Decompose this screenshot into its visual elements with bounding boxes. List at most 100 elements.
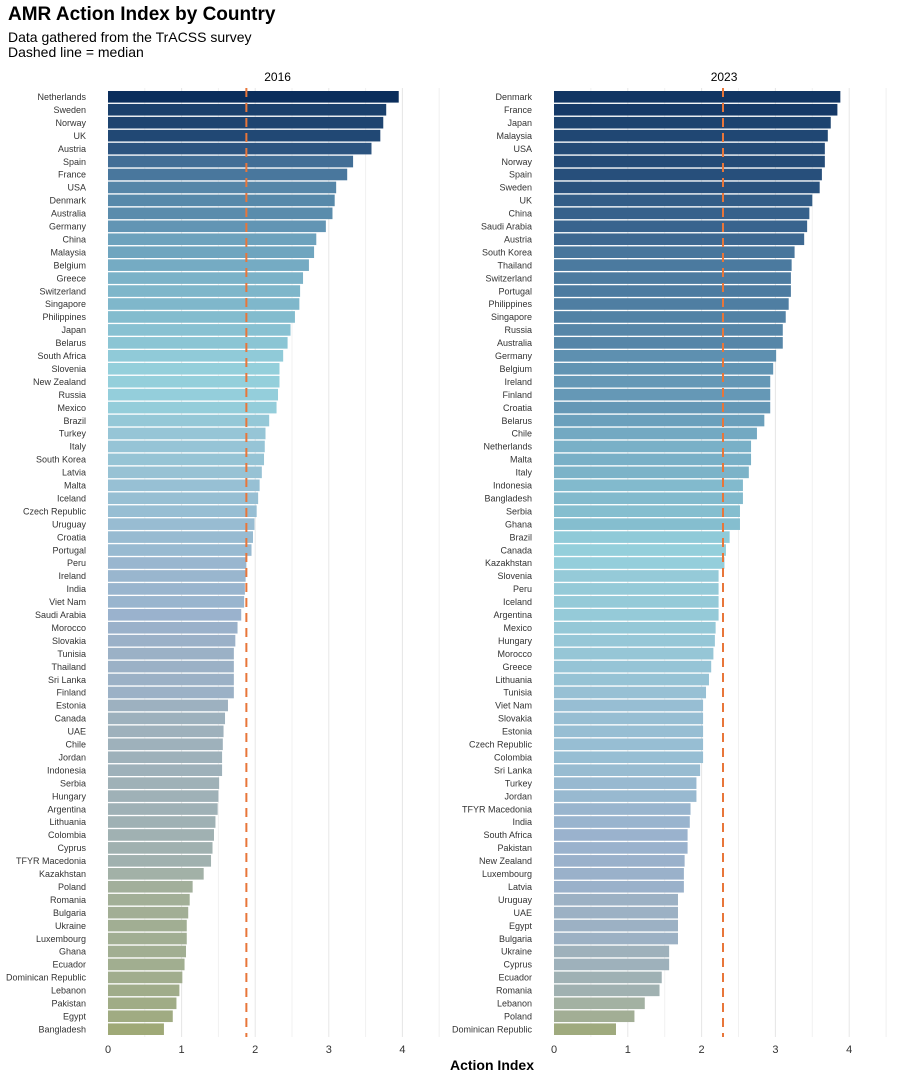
x-tick-label: 3: [326, 1044, 332, 1056]
category-label: Ukraine: [55, 921, 86, 931]
bar-2023-bulgaria: [554, 932, 678, 945]
category-label: Bulgaria: [53, 908, 86, 918]
category-label: Philippines: [488, 299, 532, 309]
bar-2023-ukraine: [554, 945, 670, 958]
bar-2023-singapore: [554, 311, 786, 323]
bar-2016-morocco: [108, 621, 238, 634]
category-label: Germany: [495, 351, 533, 361]
category-label: Brazil: [509, 532, 532, 542]
bar-2023-uruguay: [554, 893, 678, 906]
bar-2016-south-korea: [108, 453, 265, 466]
category-label: Lebanon: [51, 986, 86, 996]
bar-2016-chile: [108, 738, 223, 751]
category-label: Switzerland: [485, 273, 532, 283]
category-label: Ukraine: [501, 947, 532, 957]
bar-2016-singapore: [108, 298, 300, 310]
bar-2016-croatia: [108, 531, 253, 543]
category-label: Morocco: [51, 623, 86, 633]
bar-2016-romania: [108, 893, 190, 906]
bar-2016-jordan: [108, 751, 223, 764]
bar-2023-russia: [554, 324, 783, 336]
category-label: Egypt: [509, 921, 533, 931]
category-label: South Korea: [36, 455, 86, 465]
category-label: Indonesia: [493, 481, 532, 491]
bar-2023-italy: [554, 466, 749, 479]
category-label: Belarus: [55, 338, 86, 348]
x-tick-label: 3: [772, 1044, 778, 1056]
bar-2016-peru: [108, 557, 247, 569]
category-label: Iceland: [57, 493, 86, 503]
bar-2023-sweden: [554, 181, 820, 194]
category-label: Dominican Republic: [6, 973, 87, 983]
category-label: Finland: [56, 688, 86, 698]
category-label: Malta: [64, 481, 86, 491]
bar-2016-estonia: [108, 699, 228, 712]
bar-2016-serbia: [108, 777, 220, 789]
bar-2023-hungary: [554, 634, 715, 647]
bar-2023-lebanon: [554, 997, 645, 1010]
bar-2023-switzerland: [554, 272, 791, 284]
bar-2016-tunisia: [108, 647, 234, 660]
bar-2023-indonesia: [554, 479, 743, 492]
category-label: Austria: [504, 234, 532, 244]
category-label: Singapore: [491, 312, 532, 322]
category-label: Finland: [502, 390, 532, 400]
bar-2023-thailand: [554, 259, 792, 271]
bar-2016-colombia: [108, 829, 214, 841]
category-label: South Korea: [482, 247, 532, 257]
category-label: Ecuador: [498, 973, 532, 983]
category-label: USA: [513, 144, 532, 154]
category-label: Belarus: [501, 416, 532, 426]
category-label: Czech Republic: [469, 740, 533, 750]
bar-2016-turkey: [108, 427, 266, 440]
x-tick-label: 1: [179, 1044, 185, 1056]
category-label: Dominican Republic: [452, 1024, 533, 1034]
bar-2016-philippines: [108, 311, 295, 323]
bar-2016-portugal: [108, 544, 252, 556]
category-label: Spain: [63, 157, 86, 167]
chart-subtitle-line-1: Data gathered from the TrACSS survey: [8, 29, 252, 45]
category-label: Mexico: [57, 403, 86, 413]
bar-2016-denmark: [108, 194, 335, 207]
category-label: Serbia: [60, 778, 86, 788]
bar-2016-lithuania: [108, 816, 216, 828]
bar-2016-thailand: [108, 660, 234, 673]
category-label: India: [66, 584, 86, 594]
bar-2016-dominican-republic: [108, 971, 183, 984]
category-label: Argentina: [47, 804, 86, 814]
category-label: Colombia: [48, 830, 86, 840]
bar-2016-ukraine: [108, 919, 187, 932]
category-label: TFYR Macedonia: [16, 856, 86, 866]
bar-2023-czech-republic: [554, 738, 704, 751]
category-label: Lithuania: [495, 675, 532, 685]
bar-2023-viet-nam: [554, 699, 704, 712]
bar-2016-uae: [108, 725, 224, 738]
bar-2023-iceland: [554, 596, 719, 608]
category-label: Turkey: [59, 429, 87, 439]
x-tick-label: 4: [399, 1044, 405, 1056]
bar-2023-argentina: [554, 609, 719, 621]
bar-2023-sri-lanka: [554, 764, 701, 776]
bar-2016-malta: [108, 479, 260, 492]
bar-2016-viet-nam: [108, 596, 245, 608]
bar-2023-norway: [554, 155, 825, 168]
bar-2023-peru: [554, 583, 719, 595]
bar-2023-australia: [554, 337, 783, 349]
bar-2023-uk: [554, 194, 813, 207]
category-label: Pakistan: [497, 843, 532, 853]
category-label: Ghana: [59, 947, 86, 957]
bar-2023-netherlands: [554, 440, 752, 453]
bar-2023-slovakia: [554, 712, 704, 725]
category-label: Latvia: [62, 468, 86, 478]
category-label: Denmark: [49, 196, 86, 206]
category-label: Greece: [502, 662, 532, 672]
category-label: Netherlands: [483, 442, 532, 452]
category-label: Ireland: [58, 571, 86, 581]
category-label: Chile: [65, 740, 86, 750]
bar-2016-new-zealand: [108, 375, 280, 388]
bar-2023-croatia: [554, 401, 771, 414]
category-label: France: [58, 170, 86, 180]
bar-2016-kazakhstan: [108, 868, 204, 880]
category-label: Belgium: [499, 364, 532, 374]
category-label: Malaysia: [496, 131, 532, 141]
